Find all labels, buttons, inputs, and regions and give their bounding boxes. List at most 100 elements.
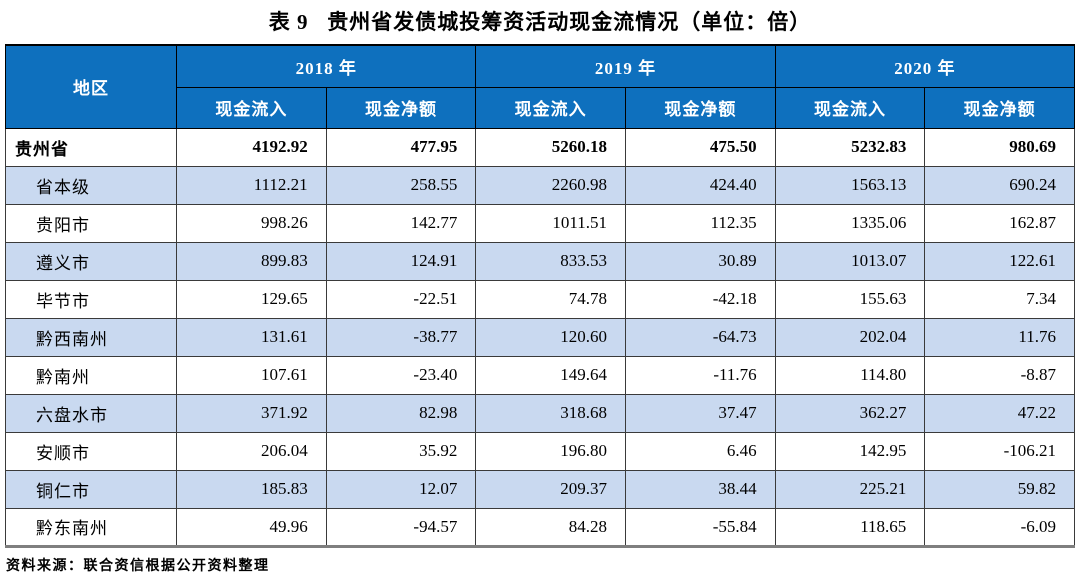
- value-cell: -94.57: [325, 507, 477, 547]
- value-cell: 11.76: [924, 317, 1075, 357]
- value-cell: 475.50: [625, 127, 776, 167]
- table-row: 省本级 1112.21 258.55 2260.98 424.40 1563.13 690.…: [4, 165, 1075, 205]
- value-cell: 120.60: [475, 317, 626, 357]
- table-title: 表 9 贵州省发债城投筹资活动现金流情况（单位：倍）: [268, 10, 812, 34]
- value-cell: 84.28: [475, 507, 626, 547]
- value-cell: 477.95: [325, 127, 477, 167]
- value-cell: 690.24: [924, 165, 1075, 205]
- source-note: 资料来源：联合资信根据公开资料整理: [6, 558, 270, 574]
- region-cell: 黔南州: [4, 355, 178, 395]
- value-cell: 5232.83: [774, 127, 926, 167]
- region-cell: 黔西南州: [4, 317, 178, 357]
- value-cell: 124.91: [325, 241, 477, 281]
- value-cell: -38.77: [325, 317, 477, 357]
- table-row: 安顺市 206.04 35.92 196.80 6.46 142.95 -106.21: [4, 431, 1075, 471]
- table-row: 黔南州 107.61 -23.40 149.64 -11.76 114.80 -8.87: [4, 355, 1075, 395]
- value-cell: -42.18: [625, 279, 776, 319]
- value-cell: 35.92: [325, 431, 477, 471]
- col-header-inflow-2019: 现金流入: [475, 86, 626, 129]
- value-cell: 142.95: [774, 431, 926, 471]
- region-cell: 贵阳市: [4, 203, 178, 243]
- value-cell: 225.21: [774, 469, 926, 509]
- header-sub-row: 现金流入 现金净额 现金流入 现金净额 现金流入 现金净额: [6, 86, 1075, 129]
- value-cell: 4192.92: [176, 127, 327, 167]
- value-cell: 206.04: [176, 431, 327, 471]
- table-row: 黔西南州 131.61 -38.77 120.60 -64.73 202.04 11.76: [4, 317, 1075, 357]
- region-cell: 省本级: [4, 165, 178, 205]
- value-cell: 114.80: [774, 355, 926, 395]
- value-cell: 149.64: [475, 355, 626, 395]
- value-cell: 38.44: [625, 469, 776, 509]
- value-cell: 7.34: [924, 279, 1075, 319]
- value-cell: 1011.51: [475, 203, 626, 243]
- value-cell: 185.83: [176, 469, 327, 509]
- value-cell: 129.65: [176, 279, 327, 319]
- value-cell: 2260.98: [475, 165, 626, 205]
- table-row: 贵阳市 998.26 142.77 1011.51 112.35 1335.06 162.8…: [4, 203, 1075, 243]
- table-row: 毕节市 129.65 -22.51 74.78 -42.18 155.63 7.34: [4, 279, 1075, 319]
- value-cell: 833.53: [475, 241, 626, 281]
- table-row: 遵义市 899.83 124.91 833.53 30.89 1013.07 122.61: [4, 241, 1075, 281]
- value-cell: 74.78: [475, 279, 626, 319]
- region-cell: 贵州省: [4, 127, 178, 167]
- table-row: 六盘水市 371.92 82.98 318.68 37.47 362.27 47.22: [4, 393, 1075, 433]
- region-cell: 六盘水市: [4, 393, 178, 433]
- value-cell: 5260.18: [475, 127, 626, 167]
- value-cell: 1563.13: [774, 165, 926, 205]
- col-header-net-2019: 现金净额: [625, 86, 776, 129]
- value-cell: 362.27: [774, 393, 926, 433]
- value-cell: 30.89: [625, 241, 776, 281]
- value-cell: 209.37: [475, 469, 626, 509]
- value-cell: -11.76: [625, 355, 776, 395]
- year-header-2018: 2018 年: [176, 44, 477, 88]
- value-cell: 371.92: [176, 393, 327, 433]
- value-cell: 196.80: [475, 431, 626, 471]
- value-cell: -22.51: [325, 279, 477, 319]
- value-cell: 131.61: [176, 317, 327, 357]
- value-cell: -106.21: [924, 431, 1075, 471]
- value-cell: 142.77: [325, 203, 477, 243]
- value-cell: 107.61: [176, 355, 327, 395]
- value-cell: 122.61: [924, 241, 1075, 281]
- value-cell: 112.35: [625, 203, 776, 243]
- col-header-net-2020: 现金净额: [924, 86, 1075, 129]
- value-cell: 47.22: [924, 393, 1075, 433]
- value-cell: 1335.06: [774, 203, 926, 243]
- value-cell: 12.07: [325, 469, 477, 509]
- year-header-2019: 2019 年: [475, 44, 776, 88]
- col-header-inflow-2018: 现金流入: [176, 86, 327, 129]
- value-cell: 6.46: [625, 431, 776, 471]
- header-year-row: 地区 2018 年 2019 年 2020 年: [4, 44, 1076, 129]
- year-header-2020: 2020 年: [774, 44, 1076, 88]
- region-cell: 遵义市: [4, 241, 178, 281]
- region-cell: 铜仁市: [4, 469, 178, 509]
- region-cell: 安顺市: [4, 431, 178, 471]
- value-cell: 899.83: [176, 241, 327, 281]
- region-column-header: 地区: [4, 44, 178, 129]
- value-cell: 980.69: [924, 127, 1075, 167]
- value-cell: 1112.21: [176, 165, 327, 205]
- value-cell: 118.65: [774, 507, 926, 547]
- table-row: 贵州省 4192.92 477.95 5260.18 475.50 5232.83 980.…: [4, 127, 1075, 167]
- value-cell: -55.84: [625, 507, 776, 547]
- cashflow-table: 地区 2018 年 2019 年 2020 年 现金流入 现金净额 现金流入 现…: [4, 44, 1076, 548]
- value-cell: 1013.07: [774, 241, 926, 281]
- value-cell: 258.55: [325, 165, 477, 205]
- value-cell: 162.87: [924, 203, 1075, 243]
- value-cell: 59.82: [924, 469, 1075, 509]
- table-body: 贵州省 4192.92 477.95 5260.18 475.50 5232.83 980.…: [4, 127, 1075, 547]
- value-cell: -6.09: [924, 507, 1075, 547]
- table-row: 铜仁市 185.83 12.07 209.37 38.44 225.21 59.82: [4, 469, 1075, 509]
- table-header: 地区 2018 年 2019 年 2020 年 现金流入 现金净额 现金流入 现…: [4, 44, 1076, 129]
- value-cell: 318.68: [475, 393, 626, 433]
- value-cell: 155.63: [774, 279, 926, 319]
- table-row: 黔东南州 49.96 -94.57 84.28 -55.84 118.65 -6.09: [4, 507, 1075, 547]
- value-cell: 37.47: [625, 393, 776, 433]
- value-cell: -8.87: [924, 355, 1075, 395]
- col-header-net-2018: 现金净额: [325, 86, 477, 129]
- value-cell: 82.98: [325, 393, 477, 433]
- region-cell: 毕节市: [4, 279, 178, 319]
- value-cell: -23.40: [325, 355, 477, 395]
- region-cell: 黔东南州: [4, 507, 178, 547]
